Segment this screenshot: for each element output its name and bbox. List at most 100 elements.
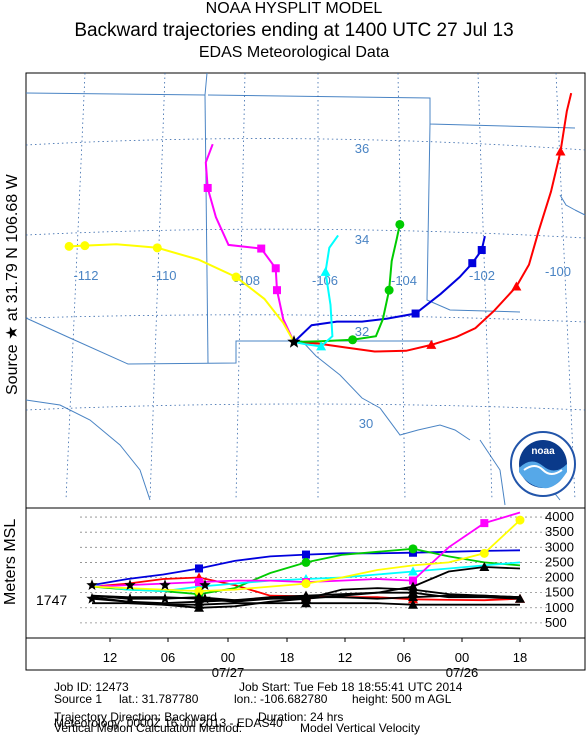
date-label: 07/27: [212, 665, 245, 680]
map-border-line: [25, 399, 151, 501]
height-marker-cyan: [408, 566, 418, 576]
meteorology: Meteorology: 0000Z 16 Jul 2013 - EDAS40: [54, 716, 283, 730]
noaa-logo-icon: noaa: [510, 431, 576, 497]
trajectory-marker-blue: [477, 246, 486, 255]
height-marker-yellow: [301, 579, 311, 589]
height-marker-magenta: [480, 519, 489, 528]
trajectory-red: [293, 92, 573, 353]
height-start-star: [86, 579, 98, 590]
graticule-line: [65, 72, 86, 501]
time-tick-label: 12: [338, 650, 352, 665]
height-marker-black: [301, 598, 311, 608]
trajectory-marker-yellow: [64, 241, 74, 251]
height-frame: [25, 507, 586, 639]
time-tick-label: 06: [397, 650, 411, 665]
latitude-label: 32: [355, 324, 369, 339]
height-marker-yellow: [479, 548, 489, 558]
trajectory-marker-cyan: [320, 266, 331, 276]
height-marker-magenta: [409, 576, 417, 585]
trajectory-magenta: [204, 143, 295, 343]
latitude-label: 36: [355, 141, 369, 156]
height-start-star: [199, 579, 211, 590]
graticule-line: [235, 72, 246, 501]
height-marker-black: [408, 599, 418, 609]
source-lat: lat.: 31.787780: [119, 692, 199, 706]
height-marker-green: [408, 544, 418, 554]
source-lon: lon.: -106.682780: [234, 692, 328, 706]
height-gridlines: [80, 516, 548, 624]
height-marker-black: [408, 592, 418, 602]
map-border-line: [379, 407, 471, 441]
source-star: [287, 335, 301, 348]
trajectory-marker-magenta: [203, 183, 212, 192]
longitude-label: -112: [73, 268, 98, 283]
trajectory-marker-cyan: [316, 341, 327, 351]
trajectory-marker-green: [384, 285, 394, 295]
map-border-line: [479, 439, 506, 506]
trajectory-marker-green: [348, 335, 358, 345]
map-border-line: [301, 340, 381, 409]
trajectory-marker-yellow: [231, 272, 241, 282]
job-id: Job ID: 12473: [54, 680, 129, 694]
height-marker-black: [194, 593, 204, 603]
map-border-line: [207, 94, 576, 129]
source-height: height: 500 m AGL: [352, 692, 452, 706]
trajectory-cyan: [293, 234, 339, 348]
time-tick-label: 06: [161, 650, 175, 665]
height-trajectories: [86, 511, 525, 612]
graticule-line: [25, 403, 586, 411]
graticule-line: [477, 72, 493, 501]
trajectory-direction: Trajectory Direction: Backward: [54, 710, 217, 724]
height-marker-magenta: [195, 578, 203, 587]
time-tick-labels: 12 06 00 18 12 06 00 18 07/27 07/26: [103, 638, 527, 680]
graticule-line: [25, 228, 586, 239]
height-tick-label: 500: [545, 615, 567, 630]
longitude-label: -106: [312, 273, 338, 288]
time-tick-label: 18: [513, 650, 527, 665]
height-start-star: [159, 579, 171, 590]
height-tick-label: 1500: [545, 585, 574, 600]
start-height-label: 1747: [36, 592, 67, 608]
trajectory-marker-magenta: [271, 264, 280, 273]
height-marker-black: [301, 592, 311, 602]
map-border-line: [204, 94, 209, 364]
height-marker-black: [515, 593, 525, 603]
height-tick-label: 4000: [545, 509, 574, 524]
trajectory-duration: Duration: 24 hrs: [258, 710, 344, 724]
trajectory-marker-blue: [468, 259, 477, 268]
height-start-star: [199, 592, 211, 604]
graticule-line: [25, 314, 586, 323]
height-marker-green: [301, 557, 311, 567]
trajectory-marker-yellow: [80, 241, 90, 251]
title-main: Backward trajectories ending at 1400 UTC…: [74, 20, 514, 41]
height-start-star: [124, 579, 136, 590]
longitude-label: -110: [151, 268, 176, 283]
trajectory-marker-magenta: [272, 286, 281, 295]
map-border-line: [559, 194, 576, 211]
height-tick-label: 3500: [545, 524, 574, 539]
time-tick-label: 00: [455, 650, 469, 665]
date-label: 07/26: [446, 665, 479, 680]
trajectory-green: [293, 224, 401, 343]
longitude-label: -104: [391, 273, 417, 288]
trajectory-marker-yellow: [152, 243, 162, 253]
time-tick-label: 00: [221, 650, 235, 665]
map-border-line: [574, 209, 586, 216]
logo-text: noaa: [531, 446, 555, 457]
longitude-label: -100: [545, 264, 571, 279]
map-graticule: [25, 72, 586, 501]
graticule-line: [555, 72, 576, 501]
trajectory-marker-red: [426, 339, 437, 349]
title-model: NOAA HYSPLIT MODEL: [205, 0, 383, 17]
time-tick-label: 18: [280, 650, 294, 665]
graticule-line: [149, 72, 166, 501]
job-start: Job Start: Tue Feb 18 18:55:41 UTC 2014: [239, 680, 463, 694]
height-tick-label: 1000: [545, 600, 574, 615]
height-marker-blue: [302, 550, 310, 559]
source-id: Source 1: [54, 692, 103, 706]
height-marker-yellow: [515, 515, 525, 525]
height-marker-yellow: [194, 586, 204, 596]
